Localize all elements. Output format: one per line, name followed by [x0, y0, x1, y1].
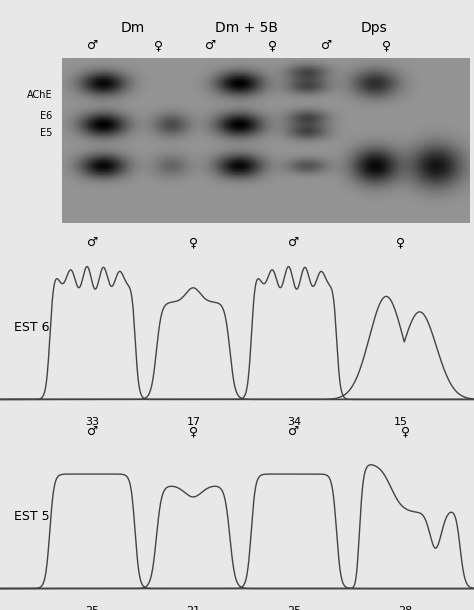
Text: EST 5: EST 5	[14, 511, 50, 523]
Text: ♀: ♀	[401, 425, 410, 438]
Text: 25: 25	[287, 606, 301, 610]
Text: E6: E6	[40, 111, 52, 121]
Text: ♂: ♂	[288, 425, 300, 438]
Text: 15: 15	[393, 417, 408, 426]
Text: E5: E5	[40, 128, 52, 138]
Text: ♂: ♂	[87, 425, 98, 438]
Text: ♀: ♀	[382, 39, 391, 52]
Text: ♂: ♂	[87, 236, 98, 249]
Text: ♂: ♂	[321, 39, 333, 52]
Text: 21: 21	[186, 606, 201, 610]
Text: ♀: ♀	[268, 39, 277, 52]
Text: 28: 28	[398, 606, 412, 610]
Text: 34: 34	[287, 417, 301, 426]
Text: ♀: ♀	[189, 236, 198, 249]
Text: ♀: ♀	[154, 39, 164, 52]
Text: Dps: Dps	[361, 21, 388, 35]
Text: 25: 25	[85, 606, 100, 610]
Text: ♀: ♀	[396, 236, 405, 249]
Text: ♀: ♀	[189, 425, 198, 438]
Text: 33: 33	[85, 417, 100, 426]
Text: AChE: AChE	[27, 90, 52, 99]
Text: Dm: Dm	[120, 21, 145, 35]
Text: 17: 17	[186, 417, 201, 426]
Text: EST 6: EST 6	[14, 321, 50, 334]
Text: Dm + 5B: Dm + 5B	[215, 21, 278, 35]
Text: ♂: ♂	[288, 236, 300, 249]
Text: ♂: ♂	[205, 39, 217, 52]
Text: ♂: ♂	[87, 39, 98, 52]
